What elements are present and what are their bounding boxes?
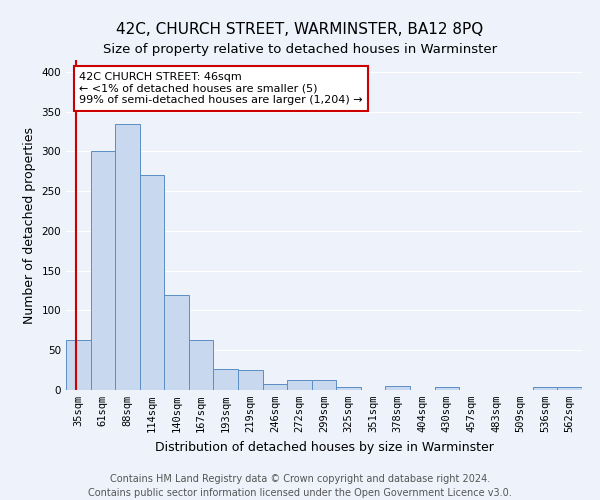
Bar [385,386,410,390]
Bar [66,340,91,390]
Text: 42C, CHURCH STREET, WARMINSTER, BA12 8PQ: 42C, CHURCH STREET, WARMINSTER, BA12 8PQ [116,22,484,38]
Bar [115,124,140,390]
Y-axis label: Number of detached properties: Number of detached properties [23,126,36,324]
Bar [214,368,238,390]
Text: Size of property relative to detached houses in Warminster: Size of property relative to detached ho… [103,42,497,56]
Bar [263,384,287,390]
Bar [434,387,459,390]
Bar [287,380,312,390]
Text: Contains HM Land Registry data © Crown copyright and database right 2024.
Contai: Contains HM Land Registry data © Crown c… [88,474,512,498]
Bar [189,340,214,390]
Bar [312,380,336,390]
X-axis label: Distribution of detached houses by size in Warminster: Distribution of detached houses by size … [155,440,493,454]
Bar [533,387,557,390]
Bar [164,294,189,390]
Bar [238,370,263,390]
Bar [91,152,115,390]
Bar [140,176,164,390]
Text: 42C CHURCH STREET: 46sqm
← <1% of detached houses are smaller (5)
99% of semi-de: 42C CHURCH STREET: 46sqm ← <1% of detach… [79,72,363,105]
Bar [336,387,361,390]
Bar [557,387,582,390]
